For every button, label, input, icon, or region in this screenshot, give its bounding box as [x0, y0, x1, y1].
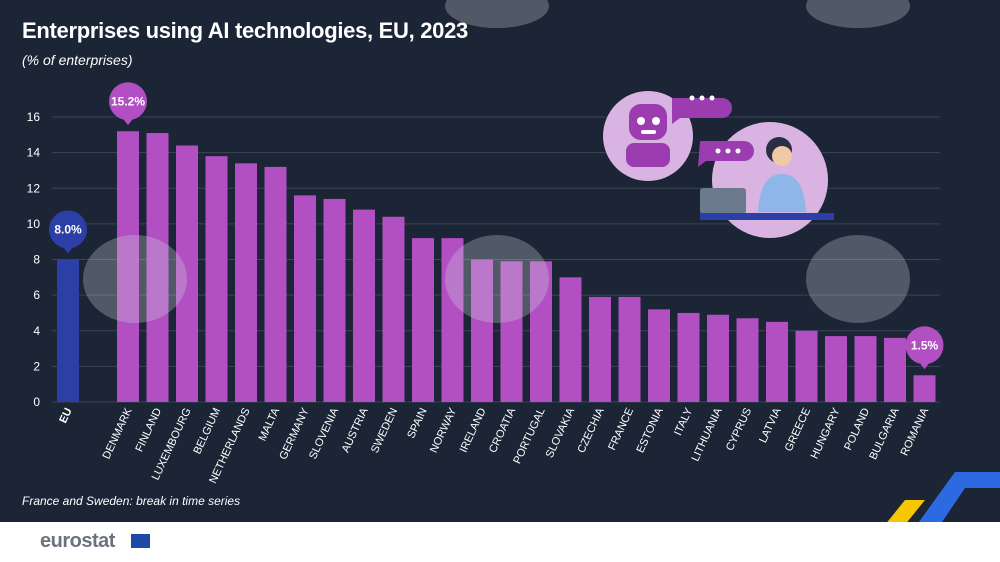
callout-pointer	[918, 361, 931, 370]
x-tick-label: CYPRUS	[724, 406, 754, 453]
x-tick-label: GERMANY	[277, 406, 312, 462]
y-tick-label: 10	[27, 217, 41, 231]
x-tick-label: CZECHIA	[575, 406, 607, 455]
x-tick-label: CROATIA	[487, 406, 518, 455]
x-tick-label: EU	[57, 406, 74, 425]
x-tick-label: FRANCE	[606, 406, 636, 452]
bar-cyprus	[736, 318, 759, 402]
x-tick-label: MALTA	[257, 406, 283, 443]
x-tick-label: HUNGARY	[809, 406, 843, 461]
y-tick-label: 16	[27, 110, 41, 124]
footer: eurostat	[0, 522, 1000, 562]
x-tick-label: POLAND	[842, 406, 872, 452]
bars	[57, 131, 936, 402]
bar-lithuania	[707, 314, 729, 402]
bar-slovakia	[559, 277, 582, 402]
robot-head-icon	[629, 104, 667, 140]
bar-greece	[795, 330, 818, 402]
x-axis-labels: EU DENMARKFINLANDLUXEMBOURGBELGIUMNETHERL…	[57, 406, 931, 486]
y-tick-label: 8	[33, 253, 40, 267]
x-tick-label: PORTUGAL	[511, 406, 547, 466]
speech-bubble-icon	[672, 98, 732, 124]
bar-austria	[353, 209, 375, 402]
x-tick-label: ESTONIA	[635, 406, 666, 455]
bar-denmark	[117, 131, 139, 402]
y-tick-label: 4	[33, 324, 40, 338]
eu-flag-icon	[131, 534, 150, 548]
bar-italy	[677, 312, 700, 402]
x-tick-label: IRELAND	[458, 406, 489, 454]
bar-netherlands	[235, 163, 257, 402]
bar-belgium	[205, 156, 228, 402]
x-tick-label: ROMANIA	[899, 406, 932, 458]
bar-romania	[913, 375, 936, 402]
callout-bubble	[905, 326, 944, 365]
callout-pointer	[122, 117, 134, 126]
x-tick-label: FINLAND	[133, 406, 164, 454]
bar-bulgaria	[884, 337, 906, 402]
x-tick-label: SWEDEN	[369, 406, 400, 455]
eurostat-logo: eurostat	[40, 530, 115, 552]
x-tick-label: ITALY	[672, 406, 695, 438]
bar-spain	[412, 238, 434, 402]
bar-norway	[441, 238, 464, 402]
y-tick-label: 6	[33, 288, 40, 302]
x-tick-label: NORWAY	[428, 406, 459, 455]
x-tick-label: BELGIUM	[191, 406, 223, 456]
bar-finland	[146, 133, 169, 402]
y-tick-label: 2	[33, 359, 40, 373]
y-axis-ticks: 0 2 4 6 8 10 12 14 16	[27, 110, 41, 409]
callout-bubble	[49, 210, 87, 249]
bar-slovenia	[323, 198, 346, 402]
bar-luxembourg	[176, 145, 198, 402]
bar-czechia	[589, 296, 611, 402]
bar-sweden	[382, 216, 405, 402]
x-tick-label: BULGARIA	[867, 406, 902, 462]
desk	[700, 213, 834, 220]
x-tick-label: LATVIA	[757, 406, 784, 445]
speech-bubble-icon	[698, 141, 754, 167]
x-tick-label: SLOVAKIA	[544, 406, 578, 460]
x-tick-label: LITHUANIA	[690, 406, 725, 464]
y-tick-label: 0	[33, 395, 40, 409]
x-tick-label: SPAIN	[405, 406, 430, 440]
watermark	[83, 0, 910, 323]
y-tick-label: 14	[27, 146, 41, 160]
laptop-icon	[700, 188, 746, 214]
chart-subtitle: (% of enterprises)	[22, 52, 133, 68]
x-tick-label: GREECE	[783, 406, 814, 453]
callout-eu: 8.0%	[49, 210, 87, 254]
bar-germany	[294, 195, 316, 402]
callouts: 8.0% 15.2% 1.5%	[49, 82, 944, 370]
callout-label: 8.0%	[54, 223, 82, 237]
bar-poland	[854, 336, 877, 402]
bar-latvia	[766, 321, 788, 402]
x-tick-label: DENMARK	[101, 406, 135, 462]
x-tick-label: SLOVENIA	[307, 406, 341, 462]
y-tick-label: 12	[27, 181, 41, 195]
bar-eu	[57, 259, 79, 402]
x-tick-label: AUSTRIA	[340, 406, 371, 455]
callout-pointer	[62, 245, 74, 254]
callout-label: 15.2%	[111, 94, 145, 108]
callout-denmark: 15.2%	[109, 82, 147, 126]
bar-ireland	[471, 259, 493, 402]
chart-title: Enterprises using AI technologies, EU, 2…	[22, 18, 468, 43]
bar-estonia	[648, 309, 670, 402]
bar-hungary	[825, 336, 847, 402]
callout-bubble	[109, 82, 147, 121]
ai-chatbot-illustration	[603, 91, 834, 238]
bar-croatia	[500, 261, 523, 402]
callout-romania: 1.5%	[905, 326, 944, 370]
bar-france	[618, 296, 641, 402]
bar-malta	[264, 166, 287, 402]
callout-label: 1.5%	[911, 338, 939, 352]
footnote: France and Sweden: break in time series	[22, 494, 241, 508]
bar-portugal	[530, 261, 552, 402]
